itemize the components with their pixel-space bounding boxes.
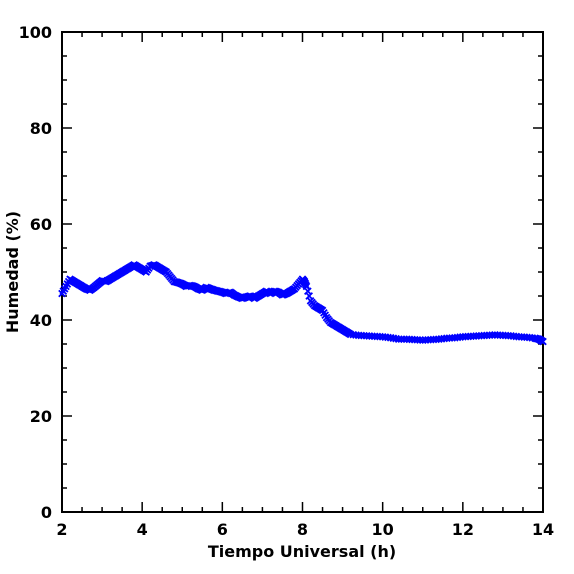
- data-points: [58, 260, 547, 346]
- x-tick-label: 6: [217, 520, 228, 539]
- y-tick-label: 60: [30, 215, 52, 234]
- y-tick-labels: 0 20 40 60 80 100: [19, 23, 52, 522]
- x-tick-label: 8: [297, 520, 308, 539]
- x-tick-label: 14: [532, 520, 554, 539]
- x-axis-label: Tiempo Universal (h): [208, 542, 396, 561]
- y-tick-label: 20: [30, 407, 52, 426]
- y-tick-label: 40: [30, 311, 52, 330]
- x-tick-label: 2: [56, 520, 67, 539]
- x-tick-label: 12: [452, 520, 474, 539]
- x-tick-label: 10: [372, 520, 394, 539]
- y-tick-label: 0: [41, 503, 52, 522]
- y-tick-label: 100: [19, 23, 52, 42]
- axis-ticks: [61, 31, 544, 513]
- y-tick-label: 80: [30, 119, 52, 138]
- data-point: [539, 337, 547, 346]
- y-axis-label: Humedad (%): [3, 211, 22, 333]
- x-tick-labels: 2 4 6 8 10 12 14: [56, 520, 554, 539]
- x-tick-label: 4: [137, 520, 148, 539]
- plot-frame: [61, 31, 544, 513]
